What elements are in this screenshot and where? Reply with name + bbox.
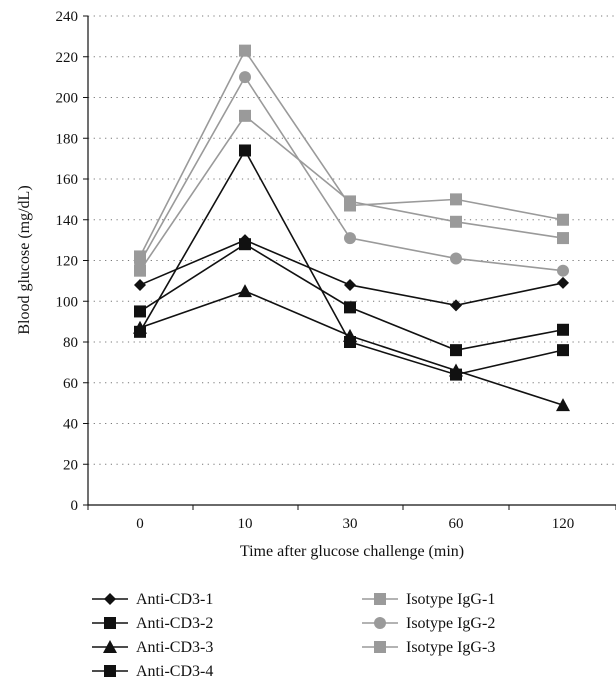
square-marker xyxy=(374,593,386,605)
circle-marker xyxy=(450,252,462,265)
y-tick-label: 100 xyxy=(56,294,79,310)
x-tick-label: 120 xyxy=(552,516,575,532)
series-line xyxy=(139,239,564,307)
legend-item: Anti-CD3-1 xyxy=(92,591,213,608)
x-tick-label: 0 xyxy=(136,516,144,532)
y-tick-label: 60 xyxy=(63,376,78,392)
diamond-marker xyxy=(450,299,462,312)
circle-marker xyxy=(557,264,569,277)
legend-item: Isotype IgG-1 xyxy=(362,591,495,608)
circle-marker xyxy=(239,71,251,84)
legend-label: Anti-CD3-3 xyxy=(136,639,213,656)
y-tick-label: 40 xyxy=(63,417,78,433)
x-tick-label: 30 xyxy=(343,516,358,532)
series-group xyxy=(133,44,570,412)
square-marker xyxy=(134,305,146,318)
square-marker xyxy=(134,250,146,263)
legend-item: Anti-CD3-4 xyxy=(92,663,213,680)
series-line xyxy=(139,49,564,257)
square-marker xyxy=(134,325,146,338)
y-tick-label: 80 xyxy=(63,335,78,351)
diamond-marker xyxy=(557,276,569,289)
axes xyxy=(87,16,616,506)
series-anti-cd3-4 xyxy=(134,144,569,381)
square-marker xyxy=(557,323,569,336)
series-line xyxy=(139,114,564,272)
legend-label: Anti-CD3-1 xyxy=(136,591,213,608)
legend-item: Isotype IgG-2 xyxy=(362,615,495,632)
x-tick-label: 60 xyxy=(449,516,464,532)
grid-lines xyxy=(88,15,616,465)
y-tick-label: 20 xyxy=(63,457,78,473)
square-marker xyxy=(239,144,251,157)
x-tick-label: 10 xyxy=(238,516,253,532)
triangle-marker xyxy=(103,640,117,653)
square-marker xyxy=(104,665,116,677)
square-marker xyxy=(450,193,462,206)
legend: Anti-CD3-1 Anti-CD3-2 Anti-CD3-3 Anti-CD3-4… xyxy=(92,591,495,680)
square-marker xyxy=(344,301,356,314)
legend-item: Isotype IgG-3 xyxy=(362,639,495,656)
square-marker xyxy=(557,344,569,357)
square-marker xyxy=(557,232,569,245)
square-marker xyxy=(450,344,462,357)
legend-label: Anti-CD3-4 xyxy=(136,663,213,680)
legend-label: Isotype IgG-3 xyxy=(406,639,495,656)
series-isotype-igg-2 xyxy=(134,71,569,277)
series-anti-cd3-2 xyxy=(134,238,569,357)
y-tick-label: 120 xyxy=(56,254,79,270)
square-marker xyxy=(344,336,356,348)
circle-marker xyxy=(344,232,356,245)
square-marker xyxy=(344,195,356,208)
square-marker xyxy=(557,213,569,226)
diamond-marker xyxy=(344,278,356,291)
square-marker xyxy=(450,368,462,381)
triangle-marker xyxy=(556,398,570,412)
square-marker xyxy=(239,238,251,251)
legend-item: Anti-CD3-3 xyxy=(92,639,213,656)
legend-label: Isotype IgG-1 xyxy=(406,591,495,608)
y-tick-label: 160 xyxy=(56,172,79,188)
square-marker xyxy=(104,617,116,629)
diamond-marker xyxy=(134,278,146,291)
square-marker xyxy=(239,109,251,122)
square-marker xyxy=(134,264,146,277)
series-isotype-igg-3 xyxy=(134,109,569,277)
circle-marker xyxy=(374,617,386,629)
legend-label: Anti-CD3-2 xyxy=(136,615,213,632)
diamond-marker xyxy=(104,593,116,605)
square-marker xyxy=(450,215,462,228)
y-tick-label: 180 xyxy=(56,131,79,147)
triangle-marker xyxy=(238,284,252,298)
y-tick-labels: 0 20 40 60 80 100 120 140 160 180 200 220 240 xyxy=(56,9,88,514)
legend-item: Anti-CD3-2 xyxy=(92,615,213,632)
x-axis-title: Time after glucose challenge (min) xyxy=(240,543,464,560)
y-tick-label: 0 xyxy=(71,498,79,514)
legend-label: Isotype IgG-2 xyxy=(406,615,495,632)
y-tick-label: 140 xyxy=(56,213,79,229)
y-tick-label: 200 xyxy=(56,91,79,107)
square-marker xyxy=(374,641,386,653)
y-tick-label: 220 xyxy=(56,50,79,66)
y-axis-title: Blood glucose (mg/dL) xyxy=(16,185,33,334)
y-tick-label: 240 xyxy=(56,9,79,25)
square-marker xyxy=(239,44,251,57)
x-tick-labels: 0 10 30 60 120 xyxy=(87,505,616,532)
